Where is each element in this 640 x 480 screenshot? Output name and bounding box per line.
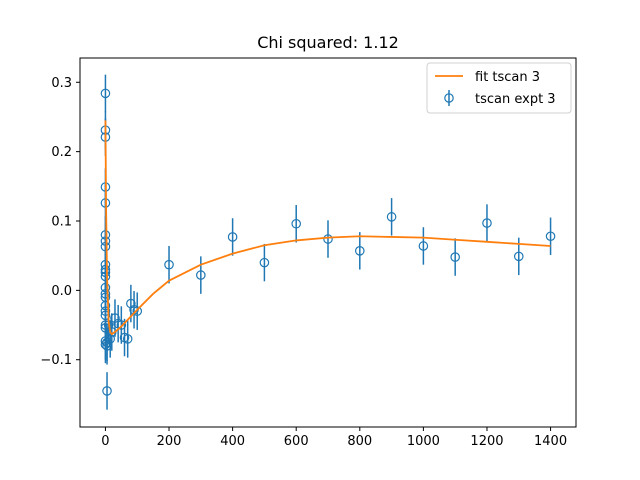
data-marker	[102, 386, 112, 396]
data-marker	[116, 320, 127, 330]
data-point	[122, 320, 133, 358]
data-marker	[386, 212, 397, 222]
data-marker	[122, 334, 133, 344]
x-tick-label: 200	[157, 434, 182, 449]
data-marker	[110, 313, 120, 323]
data-point	[116, 306, 127, 344]
data-marker	[418, 241, 429, 251]
data-marker	[196, 270, 206, 280]
data-marker	[227, 232, 238, 242]
x-tick-label: 0	[101, 434, 109, 449]
data-point	[132, 292, 143, 330]
legend-label-data: tscan expt 3	[475, 92, 556, 107]
data-point	[450, 238, 460, 276]
data-marker	[450, 252, 460, 262]
y-tick-label: 0.1	[51, 214, 72, 229]
data-point	[386, 198, 397, 236]
x-tick-label: 600	[284, 434, 309, 449]
legend: fit tscan 3 tscan expt 3	[426, 62, 572, 114]
y-tick-label: −0.1	[40, 353, 72, 368]
legend-marker-swatch	[444, 93, 454, 103]
y-tick-label: 0.2	[51, 145, 72, 160]
data-marker	[132, 306, 143, 316]
x-tick-label: 1000	[407, 434, 440, 449]
data-point	[545, 217, 556, 255]
y-tick-label: 0.3	[51, 76, 72, 91]
data-point	[227, 218, 238, 256]
y-tick-label: 0.0	[51, 284, 72, 299]
data-marker	[164, 259, 174, 270]
data-marker	[291, 218, 302, 229]
x-tick-label: 800	[347, 434, 372, 449]
chart-title: Chi squared: 1.12	[257, 33, 399, 52]
data-marker	[545, 231, 556, 242]
data-point	[323, 220, 333, 258]
x-tick-label: 1400	[534, 434, 567, 449]
data-point	[164, 245, 174, 284]
data-marker	[100, 88, 111, 99]
data-point	[482, 204, 492, 242]
data-point	[291, 205, 302, 243]
legend-label-fit: fit tscan 3	[475, 70, 540, 85]
axes: 0 200 400 600 800 1000 1200 1400 −0.1 0.0 0.1 0.2 0.…	[40, 57, 577, 449]
legend-entry-data: tscan expt 3	[444, 90, 556, 107]
data-point	[418, 227, 429, 265]
plot-area	[100, 74, 556, 410]
data-point	[102, 372, 112, 410]
data-point	[100, 74, 111, 113]
axes-frame	[79, 57, 577, 428]
data-marker	[482, 218, 492, 228]
legend-entry-fit: fit tscan 3	[435, 70, 540, 85]
data-marker	[513, 251, 524, 262]
data-point	[259, 243, 270, 282]
data-point	[196, 256, 206, 294]
data-marker	[105, 334, 116, 344]
x-tick-label: 1200	[470, 434, 503, 449]
x-tick-label: 400	[220, 434, 245, 449]
data-marker	[354, 246, 365, 256]
data-point	[354, 232, 365, 270]
data-marker	[323, 234, 333, 244]
fit-line	[104, 120, 551, 336]
data-marker	[259, 257, 270, 268]
data-point	[110, 299, 120, 337]
